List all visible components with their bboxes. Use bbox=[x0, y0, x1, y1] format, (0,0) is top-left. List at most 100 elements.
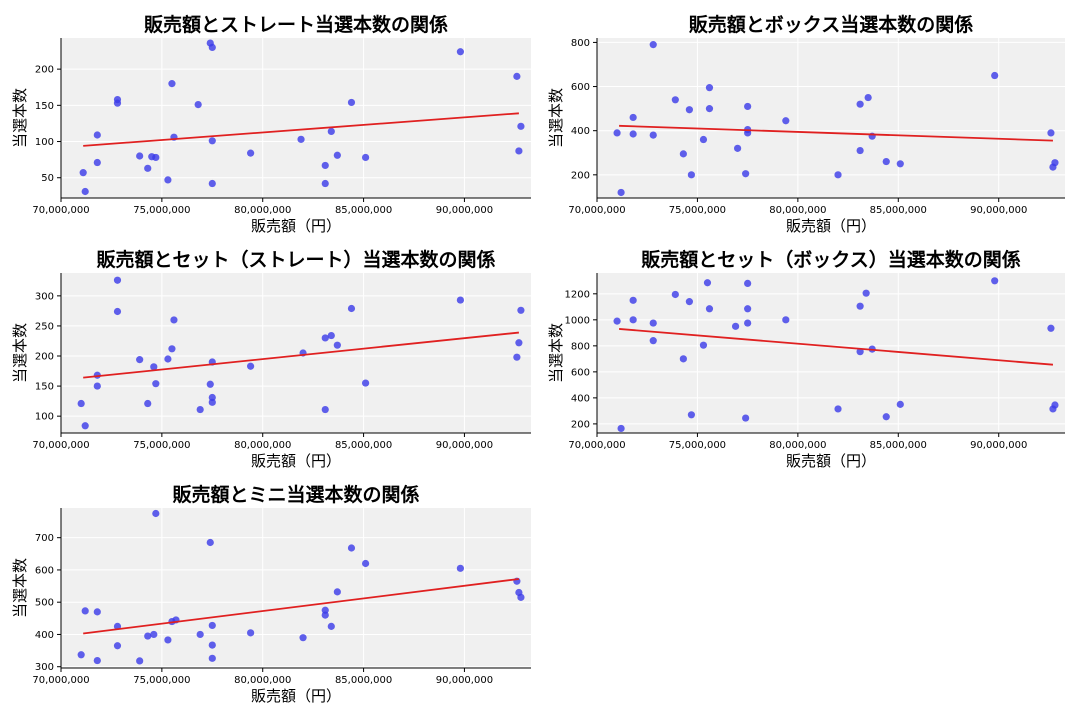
scatter-point bbox=[705, 305, 714, 313]
scatter-point bbox=[1051, 401, 1059, 409]
y-tick-label: 150 bbox=[35, 382, 54, 393]
scatter-point bbox=[152, 380, 160, 388]
scatter-point bbox=[347, 98, 356, 107]
y-tick-label: 1000 bbox=[565, 315, 590, 326]
scatter-point bbox=[991, 71, 999, 80]
scatter-point bbox=[206, 380, 214, 388]
scatter-point bbox=[882, 413, 890, 421]
y-tick-label: 150 bbox=[35, 101, 54, 112]
scatter-point bbox=[671, 290, 679, 299]
scatter-point bbox=[515, 147, 523, 155]
x-axis-label: 販売額（円） bbox=[251, 452, 341, 470]
scatter-point bbox=[856, 348, 864, 356]
scatter-point bbox=[196, 405, 204, 414]
scatter-point bbox=[703, 279, 712, 287]
y-tick-label: 1200 bbox=[565, 289, 590, 300]
plot-area bbox=[597, 273, 1065, 433]
x-tick-label: 90,000,000 bbox=[436, 675, 493, 686]
scatter-point bbox=[81, 422, 89, 430]
x-tick-label: 90,000,000 bbox=[436, 205, 493, 216]
chart-title: 販売額とセット（ボックス）当選本数の関係 bbox=[641, 248, 1020, 271]
plot-area bbox=[61, 273, 531, 433]
chart-panel-4: 70,000,000 75,000,000 80,000,000 85,000,000… bbox=[547, 248, 1065, 470]
x-tick-label: 80,000,000 bbox=[234, 675, 291, 686]
x-tick-label: 85,000,000 bbox=[870, 205, 927, 216]
x-tick-label: 70,000,000 bbox=[568, 205, 625, 216]
y-axis-label: 当選本数 bbox=[11, 88, 29, 148]
scatter-point bbox=[361, 153, 370, 162]
y-axis-label: 当選本数 bbox=[11, 323, 29, 383]
x-tick-label: 90,000,000 bbox=[970, 440, 1027, 451]
scatter-point bbox=[515, 339, 523, 347]
scatter-point bbox=[629, 296, 637, 304]
scatter-point bbox=[856, 146, 864, 155]
chart-title: 販売額とセット（ストレート）当選本数の関係 bbox=[96, 248, 495, 271]
scatter-point bbox=[1047, 324, 1055, 332]
scatter-point bbox=[206, 538, 214, 547]
y-tick-label: 600 bbox=[571, 367, 590, 378]
scatter-point bbox=[113, 95, 122, 104]
x-tick-label: 70,000,000 bbox=[568, 440, 625, 451]
scatter-point bbox=[93, 656, 101, 665]
scatter-point bbox=[629, 316, 637, 324]
y-axis-label: 当選本数 bbox=[11, 558, 29, 618]
trend-line bbox=[619, 328, 1054, 366]
scatter-point bbox=[864, 93, 872, 102]
scatter-point bbox=[649, 319, 657, 327]
x-tick-label: 75,000,000 bbox=[133, 205, 190, 216]
scatter-point bbox=[613, 129, 621, 137]
y-tick-label: 100 bbox=[35, 137, 54, 148]
scatter-point bbox=[1051, 159, 1059, 167]
scatter-point bbox=[617, 188, 625, 197]
scatter-point bbox=[168, 345, 176, 353]
scatter-point bbox=[734, 144, 742, 152]
scatter-point bbox=[152, 153, 160, 162]
scatter-point bbox=[93, 131, 101, 139]
scatter-point bbox=[208, 398, 216, 406]
scatter-point bbox=[456, 296, 464, 304]
scatter-point bbox=[81, 607, 89, 615]
y-tick-label: 800 bbox=[571, 38, 590, 49]
scatter-point bbox=[144, 399, 152, 408]
x-axis-label: 販売額（円） bbox=[251, 217, 341, 235]
scatter-point bbox=[321, 611, 329, 619]
scatter-point bbox=[856, 100, 864, 108]
x-tick-label: 85,000,000 bbox=[335, 205, 392, 216]
scatter-point bbox=[164, 176, 172, 184]
x-tick-label: 75,000,000 bbox=[133, 675, 190, 686]
chart-panel-3: 70,000,000 75,000,000 80,000,000 85,000,000… bbox=[11, 248, 531, 470]
scatter-point bbox=[247, 629, 255, 637]
scatter-point bbox=[164, 636, 172, 644]
scatter-point bbox=[705, 84, 714, 92]
x-tick-label: 85,000,000 bbox=[335, 675, 392, 686]
trend-line bbox=[83, 578, 520, 635]
x-tick-label: 70,000,000 bbox=[32, 205, 89, 216]
chart-title: 販売額とボックス当選本数の関係 bbox=[689, 13, 973, 36]
trend-line bbox=[619, 124, 1053, 142]
x-tick-label: 75,000,000 bbox=[669, 440, 726, 451]
scatter-point bbox=[687, 411, 696, 419]
scatter-point bbox=[208, 137, 216, 145]
scatter-point bbox=[679, 355, 687, 363]
scatter-point bbox=[81, 187, 89, 196]
y-tick-label: 300 bbox=[35, 291, 54, 302]
scatter-point bbox=[150, 630, 158, 639]
scatter-point bbox=[299, 634, 307, 642]
x-tick-label: 85,000,000 bbox=[870, 440, 927, 451]
scatter-point bbox=[361, 379, 370, 387]
scatter-point bbox=[513, 353, 521, 361]
scatter-point bbox=[247, 149, 255, 157]
y-tick-label: 250 bbox=[35, 321, 54, 332]
x-tick-label: 80,000,000 bbox=[769, 440, 826, 451]
scatter-point bbox=[113, 307, 122, 316]
scatter-point bbox=[856, 302, 864, 310]
scatter-point bbox=[93, 382, 101, 390]
scatter-point bbox=[649, 131, 657, 139]
scatter-point bbox=[649, 337, 657, 345]
y-tick-label: 100 bbox=[35, 412, 54, 423]
scatter-point bbox=[194, 101, 202, 109]
scatter-point bbox=[744, 279, 752, 288]
scatter-point bbox=[79, 169, 87, 177]
scatter-point bbox=[170, 316, 178, 324]
x-axis-label: 販売額（円） bbox=[786, 217, 876, 235]
